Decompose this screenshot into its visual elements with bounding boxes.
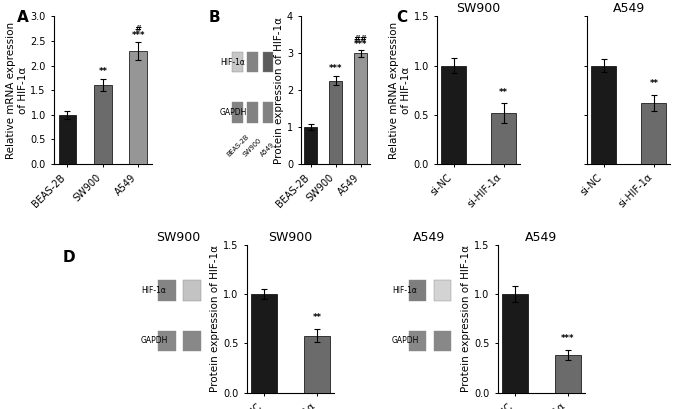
Bar <box>59 115 77 164</box>
Text: #: # <box>135 25 141 34</box>
Text: GAPDH: GAPDH <box>392 337 419 346</box>
Title: SW900: SW900 <box>269 231 313 244</box>
Bar <box>554 355 581 393</box>
Text: HIF-1α: HIF-1α <box>141 286 166 295</box>
Text: GAPDH: GAPDH <box>141 337 169 346</box>
Bar <box>183 330 200 351</box>
Y-axis label: Relative mRNA expression
of HIF-1α: Relative mRNA expression of HIF-1α <box>6 22 28 159</box>
Bar <box>129 51 147 164</box>
Bar <box>94 85 112 164</box>
Bar <box>158 281 175 301</box>
Title: SW900: SW900 <box>156 231 201 244</box>
Text: A549: A549 <box>260 142 276 158</box>
Text: ***: *** <box>561 335 575 344</box>
Text: ***: *** <box>329 64 343 73</box>
Bar <box>248 102 258 123</box>
Bar <box>409 281 427 301</box>
Text: A: A <box>17 11 29 25</box>
Bar <box>434 330 452 351</box>
Title: A549: A549 <box>414 231 445 244</box>
Bar <box>641 103 666 164</box>
Text: C: C <box>396 11 407 25</box>
Title: A549: A549 <box>525 231 557 244</box>
Bar <box>263 102 273 123</box>
Text: SW900: SW900 <box>242 137 263 158</box>
Text: **: ** <box>649 79 659 88</box>
Y-axis label: Relative mRNA expression
of HIF-1α: Relative mRNA expression of HIF-1α <box>389 22 411 159</box>
Text: B: B <box>209 11 220 25</box>
Bar <box>434 281 452 301</box>
Text: **: ** <box>313 313 322 322</box>
Title: A549: A549 <box>613 2 645 15</box>
Bar <box>441 65 466 164</box>
Y-axis label: Protein expression of HIF-1α: Protein expression of HIF-1α <box>461 245 471 392</box>
Bar <box>591 65 616 164</box>
Text: GAPDH: GAPDH <box>220 108 248 117</box>
Text: **: ** <box>499 88 508 97</box>
Bar <box>304 335 330 393</box>
Y-axis label: Protein expression of HIF-1α: Protein expression of HIF-1α <box>274 17 284 164</box>
Text: ##: ## <box>353 35 368 44</box>
Bar <box>305 127 317 164</box>
Bar <box>251 294 278 393</box>
Text: HIF-1α: HIF-1α <box>220 58 245 67</box>
Bar <box>330 81 342 164</box>
Text: ***: *** <box>131 31 145 40</box>
Bar <box>248 52 258 72</box>
Text: HIF-1α: HIF-1α <box>392 286 416 295</box>
Bar <box>158 330 175 351</box>
Bar <box>232 52 243 72</box>
Title: SW900: SW900 <box>456 2 501 15</box>
Bar <box>263 52 273 72</box>
Bar <box>409 330 427 351</box>
Bar <box>354 53 367 164</box>
Text: BEAS-2B: BEAS-2B <box>225 134 250 158</box>
Bar <box>502 294 528 393</box>
Bar <box>232 102 243 123</box>
Bar <box>492 113 517 164</box>
Text: **: ** <box>98 67 108 76</box>
Bar <box>183 281 200 301</box>
Text: ***: *** <box>354 40 368 49</box>
Text: D: D <box>62 249 75 265</box>
Y-axis label: Protein expression of HIF-1α: Protein expression of HIF-1α <box>211 245 221 392</box>
